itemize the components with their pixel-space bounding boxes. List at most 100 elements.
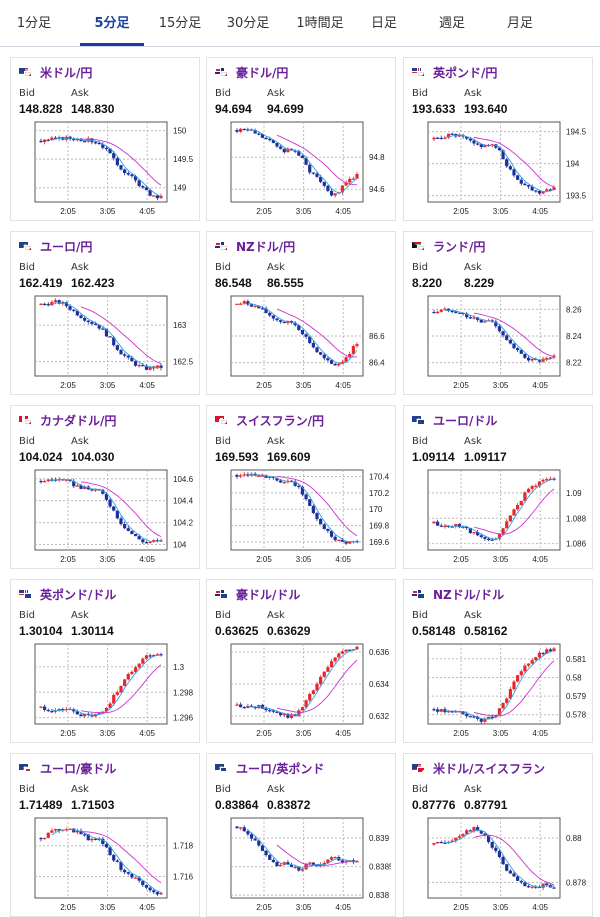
candle-body <box>79 485 83 489</box>
tab-0[interactable]: 1分足 <box>16 16 52 31</box>
pair-name[interactable]: 豪ドル/円 <box>236 65 289 80</box>
ch-jp-flag-icon <box>215 415 228 425</box>
candle-body <box>101 711 105 713</box>
currency-card[interactable]: スイスフラン/円 Bid Ask 169.593 169.609 170.4 170.2 17… <box>206 405 396 569</box>
price-chart[interactable]: 163 162.5 2:05 3:05 4:05 <box>23 292 195 392</box>
pair-name[interactable]: ユーロ/英ポンド <box>236 761 325 776</box>
candle-body <box>115 158 119 166</box>
x-tick-label: 3:05 <box>296 381 312 390</box>
x-tick-label: 4:05 <box>532 381 548 390</box>
pair-name[interactable]: NZドル/円 <box>236 239 296 254</box>
candle-body <box>439 842 443 844</box>
price-chart[interactable]: 0.581 0.58 0.579 0.578 2:05 3:05 4:05 <box>416 640 588 740</box>
price-chart[interactable]: 150 149.5 149 2:05 3:05 4:05 <box>23 118 195 218</box>
candle-body <box>123 869 127 873</box>
pair-name[interactable]: ランド/円 <box>433 239 486 254</box>
bid-value: 1.09114 <box>412 450 455 464</box>
bid-label: Bid <box>215 784 231 795</box>
x-tick-label: 4:05 <box>139 555 155 564</box>
price-chart[interactable]: 94.8 94.6 2:05 3:05 4:05 <box>219 118 391 218</box>
pair-name[interactable]: 米ドル/円 <box>40 65 93 80</box>
price-chart[interactable]: 0.839 0.8385 0.838 2:05 3:05 4:05 <box>219 814 391 914</box>
candle-body <box>315 173 319 177</box>
candle-body <box>137 536 141 540</box>
moving-average-fast <box>51 654 162 716</box>
currency-card[interactable]: カナダドル/円 Bid Ask 104.024 104.030 104.6 104.4 104… <box>10 405 200 569</box>
candle-body <box>432 521 436 524</box>
ask-label: Ask <box>464 436 482 447</box>
tab-4[interactable]: 1時間足 <box>296 16 344 31</box>
candle-body <box>108 499 112 507</box>
candle-body <box>308 499 312 506</box>
candle-body <box>512 681 516 690</box>
price-chart[interactable]: 170.4 170.2 170 169.8 169.6 2:05 3:05 4:05 <box>219 466 391 566</box>
candle-body <box>289 148 294 151</box>
price-chart[interactable]: 1.3 1.298 1.296 2:05 3:05 4:05 <box>23 640 195 740</box>
price-chart[interactable]: 0.88 0.878 2:05 3:05 4:05 <box>416 814 588 914</box>
pair-name[interactable]: ユーロ/円 <box>40 239 93 254</box>
candle-body <box>315 513 319 520</box>
candle-body <box>246 301 250 305</box>
price-chart[interactable]: 0.636 0.634 0.632 2:05 3:05 4:05 <box>219 640 391 740</box>
tab-5[interactable]: 日足 <box>370 16 397 31</box>
pair-name[interactable]: ユーロ/ドル <box>433 413 498 428</box>
candle-body <box>436 709 440 712</box>
price-chart[interactable]: 194.5 194 193.5 2:05 3:05 4:05 <box>416 118 588 218</box>
candle-body <box>548 649 552 652</box>
candle-body <box>239 704 243 708</box>
currency-card[interactable]: ユーロ/円 Bid Ask 162.419 162.423 163 162.5 2:05 3:0… <box>10 231 200 395</box>
price-chart[interactable]: 86.6 86.4 2:05 3:05 4:05 <box>219 292 391 392</box>
price-chart[interactable]: 104.6 104.4 104.2 104 2:05 3:05 4:05 <box>23 466 195 566</box>
y-tick-label: 86.6 <box>369 332 385 341</box>
candle-body <box>461 526 465 529</box>
price-chart[interactable]: 1.718 1.716 2:05 3:05 4:05 <box>23 814 195 914</box>
pair-name[interactable]: スイスフラン/円 <box>236 413 325 428</box>
y-tick-label: 0.581 <box>566 655 587 664</box>
currency-card[interactable]: 米ドル/スイスフラン Bid Ask 0.87776 0.87791 0.88 0.878 2… <box>403 753 593 917</box>
currency-card[interactable]: ユーロ/ドル Bid Ask 1.09114 1.09117 1.09 1.088 1.086… <box>403 405 593 569</box>
candle-body <box>329 661 334 668</box>
x-tick-label: 4:05 <box>335 729 351 738</box>
currency-card[interactable]: 豪ドル/ドル Bid Ask 0.63625 0.63629 0.636 0.634 0.63… <box>206 579 396 743</box>
currency-card[interactable]: ランド/円 Bid Ask 8.220 8.229 8.26 8.24 8.22 2:05 3:0… <box>403 231 593 395</box>
candle-body <box>253 838 257 841</box>
currency-card[interactable]: NZドル/ドル Bid Ask 0.58148 0.58162 0.581 0.58 0.57… <box>403 579 593 743</box>
candle-body <box>152 195 156 197</box>
candle-body <box>443 137 447 139</box>
gb-jp-flag-icon <box>412 67 425 77</box>
candle-body <box>545 883 549 885</box>
tab-1[interactable]: 5分足 <box>94 16 130 31</box>
candle-body <box>541 883 545 888</box>
tab-3[interactable]: 30分足 <box>226 16 270 31</box>
currency-card[interactable]: 英ポンド/ドル Bid Ask 1.30104 1.30114 1.3 1.298 1.296… <box>10 579 200 743</box>
currency-card[interactable]: ユーロ/豪ドル Bid Ask 1.71489 1.71503 1.718 1.716 2:0… <box>10 753 200 917</box>
pair-name[interactable]: 米ドル/スイスフラン <box>433 761 546 776</box>
pair-name[interactable]: カナダドル/円 <box>40 413 117 428</box>
currency-card[interactable]: NZドル/円 Bid Ask 86.548 86.555 86.6 86.4 2:05 3:05… <box>206 231 396 395</box>
ask-label: Ask <box>267 784 285 795</box>
currency-card[interactable]: 豪ドル/円 Bid Ask 94.694 94.699 94.8 94.6 2:05 3:05 4… <box>206 57 396 221</box>
tab-6[interactable]: 週足 <box>438 16 465 31</box>
pair-name[interactable]: 豪ドル/ドル <box>236 587 301 602</box>
candle-body <box>297 866 301 871</box>
price-chart[interactable]: 8.26 8.24 8.22 2:05 3:05 4:05 <box>416 292 588 392</box>
tab-7[interactable]: 月足 <box>506 16 533 31</box>
price-chart[interactable]: 1.09 1.088 1.086 2:05 3:05 4:05 <box>416 466 588 566</box>
currency-card[interactable]: 米ドル/円 Bid Ask 148.828 148.830 150 149.5 149 2:05… <box>10 57 200 221</box>
candle-body <box>432 842 436 845</box>
currency-card[interactable]: ユーロ/英ポンドBidAsk0.838640.838720.8390.83850… <box>206 753 396 917</box>
pair-name[interactable]: 英ポンド/円 <box>433 65 498 80</box>
y-tick-label: 162.5 <box>173 357 194 366</box>
tab-2[interactable]: 15分足 <box>158 16 202 31</box>
candle-body <box>526 488 531 493</box>
bid-value: 1.30104 <box>19 624 63 638</box>
candle-body <box>461 711 465 714</box>
pair-name[interactable]: 英ポンド/ドル <box>40 587 117 602</box>
pair-name[interactable]: ユーロ/豪ドル <box>40 761 117 776</box>
candle-body <box>446 133 451 138</box>
candle-body <box>311 343 315 348</box>
currency-card[interactable]: 英ポンド/円 Bid Ask 193.633 193.640 194.5 194 193.5 2… <box>403 57 593 221</box>
x-tick-label: 3:05 <box>296 555 312 564</box>
pair-name[interactable]: NZドル/ドル <box>433 587 505 602</box>
candle-body <box>148 887 152 891</box>
